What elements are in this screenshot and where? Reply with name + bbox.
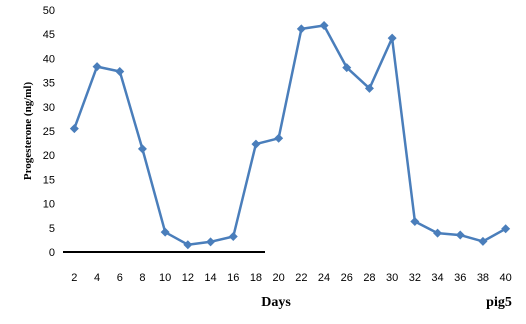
data-point xyxy=(274,133,284,143)
data-point xyxy=(387,33,397,43)
data-point xyxy=(69,124,79,134)
data-point xyxy=(478,236,488,246)
data-point xyxy=(455,230,465,240)
y-tick-label: 30 xyxy=(43,102,55,114)
x-tick-label: 24 xyxy=(318,272,330,284)
y-tick-label: 50 xyxy=(43,5,55,17)
x-tick-label: 36 xyxy=(454,272,466,284)
x-tick-label: 34 xyxy=(431,272,443,284)
y-tick-label: 20 xyxy=(43,150,55,162)
x-tick-label: 32 xyxy=(409,272,421,284)
data-point xyxy=(206,237,216,247)
data-point xyxy=(319,20,329,30)
data-point xyxy=(364,83,374,93)
x-tick-label: 4 xyxy=(94,272,100,284)
x-tick-label: 16 xyxy=(227,272,239,284)
y-tick-label: 15 xyxy=(43,174,55,186)
y-axis-ticks: 0 5 10 15 20 25 30 35 40 45 50 xyxy=(43,5,55,259)
x-tick-label: 10 xyxy=(159,272,171,284)
data-point xyxy=(501,224,511,234)
y-tick-label: 10 xyxy=(43,199,55,211)
chart-annotation: pig5 xyxy=(486,295,512,310)
x-tick-label: 12 xyxy=(182,272,194,284)
x-axis-ticks: 2 4 6 8 10 12 14 16 18 20 22 24 26 28 30 32 34 36 38 40 xyxy=(71,272,511,284)
y-tick-label: 40 xyxy=(43,53,55,65)
x-tick-label: 20 xyxy=(273,272,285,284)
y-tick-label: 0 xyxy=(49,247,55,259)
series-line xyxy=(73,24,507,246)
data-point xyxy=(137,144,147,154)
x-tick-label: 14 xyxy=(204,272,216,284)
y-axis-label: Progesterone (ng/ml) xyxy=(22,82,34,181)
x-tick-label: 22 xyxy=(295,272,307,284)
x-tick-label: 40 xyxy=(500,272,512,284)
data-point xyxy=(410,217,420,227)
x-tick-label: 28 xyxy=(363,272,375,284)
x-tick-label: 26 xyxy=(341,272,353,284)
x-tick-label: 2 xyxy=(71,272,77,284)
data-point xyxy=(160,227,170,237)
y-tick-label: 25 xyxy=(43,126,55,138)
data-point xyxy=(342,63,352,73)
x-tick-label: 30 xyxy=(386,272,398,284)
y-tick-label: 45 xyxy=(43,29,55,41)
x-tick-label: 38 xyxy=(477,272,489,284)
y-tick-label: 5 xyxy=(49,223,55,235)
data-point xyxy=(251,139,261,149)
x-axis-label: Days xyxy=(261,295,291,310)
data-points xyxy=(69,20,511,250)
data-point xyxy=(115,66,125,76)
data-point xyxy=(183,240,193,250)
data-point xyxy=(296,24,306,34)
data-point xyxy=(433,228,443,238)
x-tick-label: 6 xyxy=(117,272,123,284)
x-tick-label: 8 xyxy=(139,272,145,284)
x-tick-label: 18 xyxy=(250,272,262,284)
y-tick-label: 35 xyxy=(43,78,55,90)
data-point xyxy=(228,232,238,242)
data-point xyxy=(92,62,102,72)
